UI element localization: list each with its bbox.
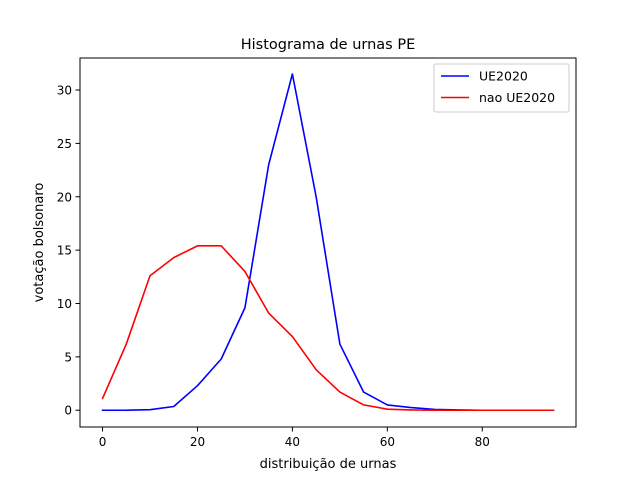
y-tick-label: 20 xyxy=(57,190,72,204)
x-axis-ticks: 0 20 40 60 80 xyxy=(99,427,490,449)
y-tick-label: 0 xyxy=(64,404,72,418)
chart-title: Histograma de urnas PE xyxy=(241,37,416,53)
plot-frame xyxy=(79,57,577,428)
y-tick-label: 25 xyxy=(57,137,72,151)
legend-label-0: UE2020 xyxy=(479,69,528,84)
x-tick-label: 80 xyxy=(475,435,490,449)
x-tick-label: 40 xyxy=(285,435,300,449)
legend-label-1: nao UE2020 xyxy=(479,90,555,105)
y-tick-label: 10 xyxy=(57,297,72,311)
x-axis-label: distribuição de urnas xyxy=(260,457,397,472)
series-line-1 xyxy=(101,245,555,412)
y-axis-ticks: 0 5 10 15 20 25 30 xyxy=(57,84,80,418)
y-axis-label: votação bolsonaro xyxy=(32,183,47,303)
y-tick-label: 15 xyxy=(57,244,72,258)
x-tick-label: 20 xyxy=(190,435,205,449)
y-tick-label: 30 xyxy=(57,84,72,98)
legend: UE2020 nao UE2020 xyxy=(433,63,570,113)
x-tick-label: 60 xyxy=(380,435,395,449)
series-lines xyxy=(101,73,555,412)
y-tick-label: 5 xyxy=(64,350,72,364)
x-tick-label: 0 xyxy=(99,435,107,449)
